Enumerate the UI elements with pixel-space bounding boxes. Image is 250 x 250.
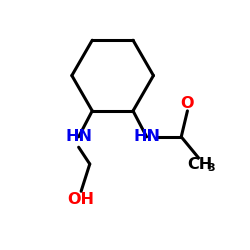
Text: HN: HN — [133, 129, 160, 144]
Text: OH: OH — [68, 192, 94, 208]
Text: 3: 3 — [208, 163, 215, 173]
Text: HN: HN — [65, 129, 92, 144]
Text: O: O — [181, 96, 194, 112]
Text: CH: CH — [187, 157, 212, 172]
